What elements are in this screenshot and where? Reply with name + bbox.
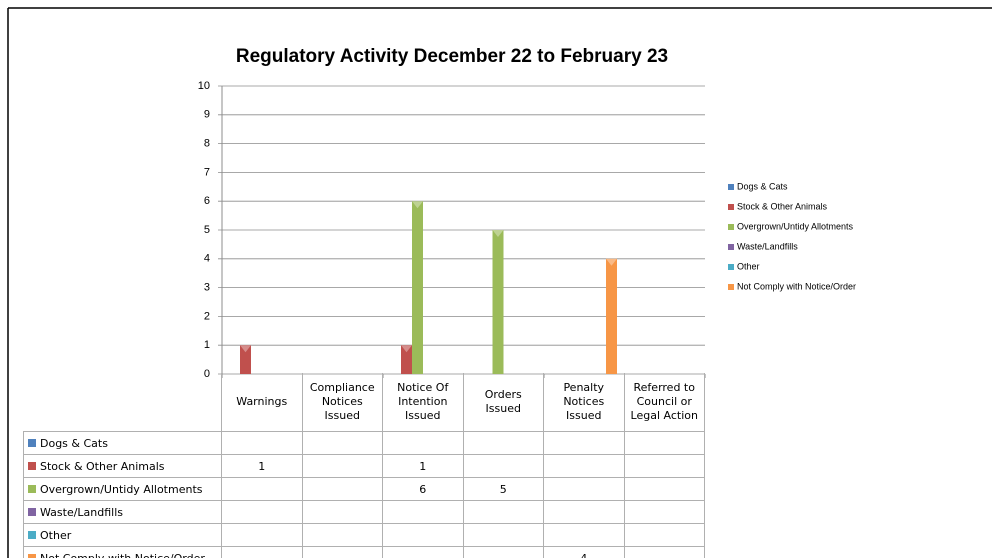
table-cell [462,500,544,524]
table-swatch [28,462,36,470]
y-tick-label: 8 [204,138,210,150]
legend-swatch [728,264,734,270]
table-cell: 6 [382,477,464,501]
table-swatch [28,531,36,539]
legend-swatch [728,204,734,210]
legend-label: Overgrown/Untidy Allotments [737,221,854,231]
legend-swatch [728,184,734,190]
table-cell [623,454,705,478]
table-cell [301,546,383,558]
table-cell: 1 [221,454,303,478]
y-tick-label: 7 [204,166,210,178]
table-cell [623,431,705,455]
y-tick-label: 6 [204,195,210,207]
table-cell [301,523,383,547]
table-cell [301,500,383,524]
table-series-name: Other [23,523,222,547]
bar [401,345,412,374]
legend-label: Waste/Landfills [737,241,798,251]
table-cell [382,523,464,547]
table-series-label: Waste/Landfills [40,505,124,519]
table-series-label: Dogs & Cats [40,436,108,450]
table-swatch [28,554,36,558]
legend-label: Other [737,261,760,271]
table-cell [301,454,383,478]
x-tick-label: Referred to Council or Legal Action [623,373,705,432]
table-cell [543,431,625,455]
table-cell [221,523,303,547]
table-series-name: Stock & Other Animals [23,454,222,478]
table-cell [221,431,303,455]
table-cell [382,500,464,524]
table-series-name: Waste/Landfills [23,500,222,524]
table-cell [382,546,464,558]
legend-swatch [728,224,734,230]
table-cell [462,454,544,478]
table-cell [623,546,705,558]
legend-label: Stock & Other Animals [737,201,828,211]
x-tick-label: Orders Issued [462,373,544,432]
legend-label: Not Comply with Notice/Order [737,281,856,291]
table-cell [221,477,303,501]
table-cell: 5 [462,477,544,501]
table-cell [221,546,303,558]
bar-cap [606,258,617,266]
y-tick-label: 5 [204,224,210,236]
bar [240,345,251,374]
table-swatch [28,508,36,516]
table-series-label: Overgrown/Untidy Allotments [40,482,203,496]
bar-cap [401,345,412,353]
y-tick-label: 2 [204,310,210,322]
table-cell [623,500,705,524]
y-tick-label: 9 [204,109,210,121]
legend-label: Dogs & Cats [737,181,788,191]
table-cell [543,477,625,501]
table-cell [543,523,625,547]
x-tick-label: Notice Of Intention Issued [382,373,464,432]
table-series-name: Overgrown/Untidy Allotments [23,477,222,501]
table-series-label: Stock & Other Animals [40,459,165,473]
table-series-label: Not Comply with Notice/Order [40,551,205,558]
table-cell [301,431,383,455]
table-cell [382,431,464,455]
table-cell [462,431,544,455]
table-cell [462,523,544,547]
legend-swatch [728,244,734,250]
table-cell [301,477,383,501]
legend-swatch [728,284,734,290]
x-tick-label: Compliance Notices Issued [301,373,383,432]
table-cell: 1 [382,454,464,478]
bar [492,230,504,374]
bar [606,258,617,374]
y-tick-label: 10 [198,80,210,92]
table-series-name: Not Comply with Notice/Order [23,546,222,558]
bar-cap [492,230,504,237]
y-tick-label: 1 [204,339,210,351]
table-series-name: Dogs & Cats [23,431,222,455]
table-cell [221,500,303,524]
bar-cap [240,345,251,353]
y-tick-label: 0 [204,368,210,380]
table-cell [543,454,625,478]
table-series-label: Other [40,528,72,542]
table-cell [543,500,625,524]
y-tick-label: 3 [204,282,210,294]
table-cell [623,523,705,547]
bar-cap [412,201,423,209]
y-tick-label: 4 [204,253,210,265]
x-tick-label: Warnings [221,373,303,432]
table-cell [623,477,705,501]
table-swatch [28,439,36,447]
table-cell [462,546,544,558]
chart-title: Regulatory Activity December 22 to Febru… [236,46,668,67]
bar [412,201,423,374]
table-swatch [28,485,36,493]
x-tick-label: Penalty Notices Issued [543,373,625,432]
table-cell: 4 [543,546,625,558]
